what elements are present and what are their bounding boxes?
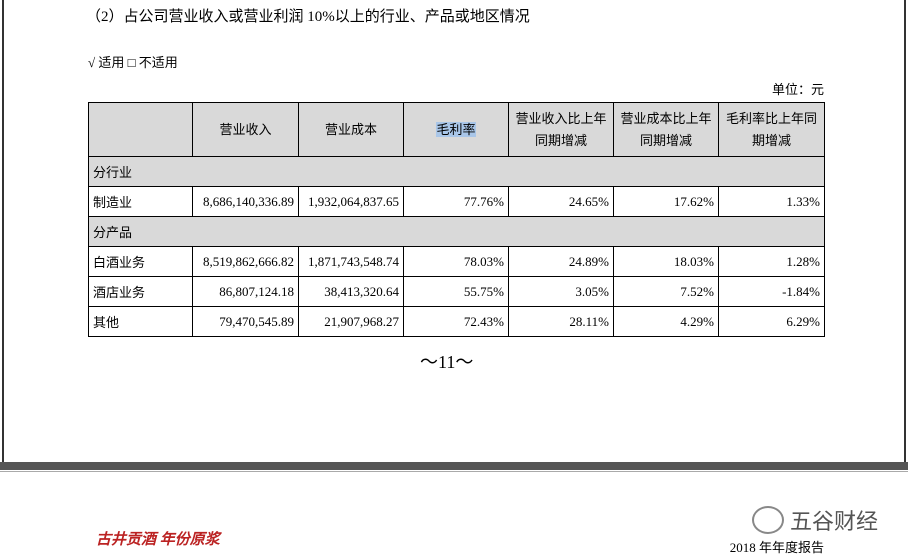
section-cell: 分产品	[88, 216, 825, 247]
label-cell: 其他	[88, 306, 193, 337]
number-cell: -1.84%	[718, 276, 825, 307]
data-row: 其他 79,470,545.89 21,907,968.27 72.43% 28.11%…	[88, 306, 825, 337]
number-cell: 8,519,862,666.82	[192, 246, 299, 277]
section-title: （2）占公司营业收入或营业利润 10%以上的行业、产品或地区情况	[86, 9, 530, 25]
number-cell: 28.11%	[508, 306, 614, 337]
number-cell: 4.29%	[613, 306, 719, 337]
header-text: 毛利率	[436, 121, 476, 137]
number-cell: 78.03%	[403, 246, 509, 277]
number-cell: 17.62%	[613, 186, 719, 217]
logo: 古井贡酒 年份原浆	[96, 532, 220, 548]
number-cell: 21,907,968.27	[298, 306, 404, 337]
applicable: √ 适用 □ 不适用	[88, 55, 178, 70]
number-cell: 72.43%	[403, 306, 509, 337]
header-cell: 营业收入比上年同期增减	[508, 102, 614, 157]
number-cell: 7.52%	[613, 276, 719, 307]
number-cell: 3.05%	[508, 276, 614, 307]
data-table: 营业收入 营业成本 毛利率 营业收入比上年同期增减 营业成本比上年同期增减 毛利率比上年同…	[88, 102, 825, 337]
label-cell: 白酒业务	[88, 246, 193, 277]
header-cell: 营业成本比上年同期增减	[613, 102, 719, 157]
number-cell: 18.03%	[613, 246, 719, 277]
right-border	[904, 0, 906, 462]
header-cell: 营业成本	[298, 102, 404, 157]
header-text: 毛利率比上年同期增减	[725, 110, 817, 148]
header-text: 营业成本	[324, 121, 377, 137]
data-row: 酒店业务 86,807,124.18 38,413,320.64 55.75% 3.05…	[88, 276, 825, 307]
page-break-line	[0, 471, 908, 472]
number-cell: 79,470,545.89	[192, 306, 299, 337]
report-label: 2018 年年度报告	[729, 540, 824, 555]
number-cell: 1,871,743,548.74	[298, 246, 404, 277]
number-cell: 24.65%	[508, 186, 614, 217]
watermark-icon	[752, 506, 784, 534]
number-cell: 77.76%	[403, 186, 509, 217]
number-cell: 6.29%	[718, 306, 825, 337]
watermark: 五谷财经	[790, 510, 879, 535]
header-text: 营业成本比上年同期增减	[620, 110, 712, 148]
page-number: ～11～	[420, 352, 474, 372]
number-cell: 1.28%	[718, 246, 825, 277]
number-cell: 1,932,064,837.65	[298, 186, 404, 217]
label-cell: 酒店业务	[88, 276, 193, 307]
section-cell: 分行业	[88, 156, 825, 187]
header-cell: 毛利率比上年同期增减	[718, 102, 825, 157]
header-cell: 营业收入	[192, 102, 299, 157]
number-cell: 8,686,140,336.89	[192, 186, 299, 217]
header-cell	[88, 102, 193, 157]
number-cell: 24.89%	[508, 246, 614, 277]
number-cell: 38,413,320.64	[298, 276, 404, 307]
unit: 单位：元	[771, 82, 824, 97]
header-row: 营业收入 营业成本 毛利率 营业收入比上年同期增减 营业成本比上年同期增减 毛利率比上年同…	[88, 102, 825, 157]
left-border	[2, 0, 4, 462]
section-row: 分产品	[88, 216, 825, 247]
section-row: 分行业	[88, 156, 825, 187]
label-cell: 制造业	[88, 186, 193, 217]
number-cell: 86,807,124.18	[192, 276, 299, 307]
header-cell: 毛利率	[403, 102, 509, 157]
number-cell: 1.33%	[718, 186, 825, 217]
data-row: 制造业 8,686,140,336.89 1,932,064,837.65 77.76…	[88, 186, 825, 217]
header-text: 营业收入比上年同期增减	[515, 110, 607, 148]
header-text: 营业收入	[219, 121, 272, 137]
page-break	[0, 462, 908, 470]
data-row: 白酒业务 8,519,862,666.82 1,871,743,548.74 78.0…	[88, 246, 825, 277]
number-cell: 55.75%	[403, 276, 509, 307]
